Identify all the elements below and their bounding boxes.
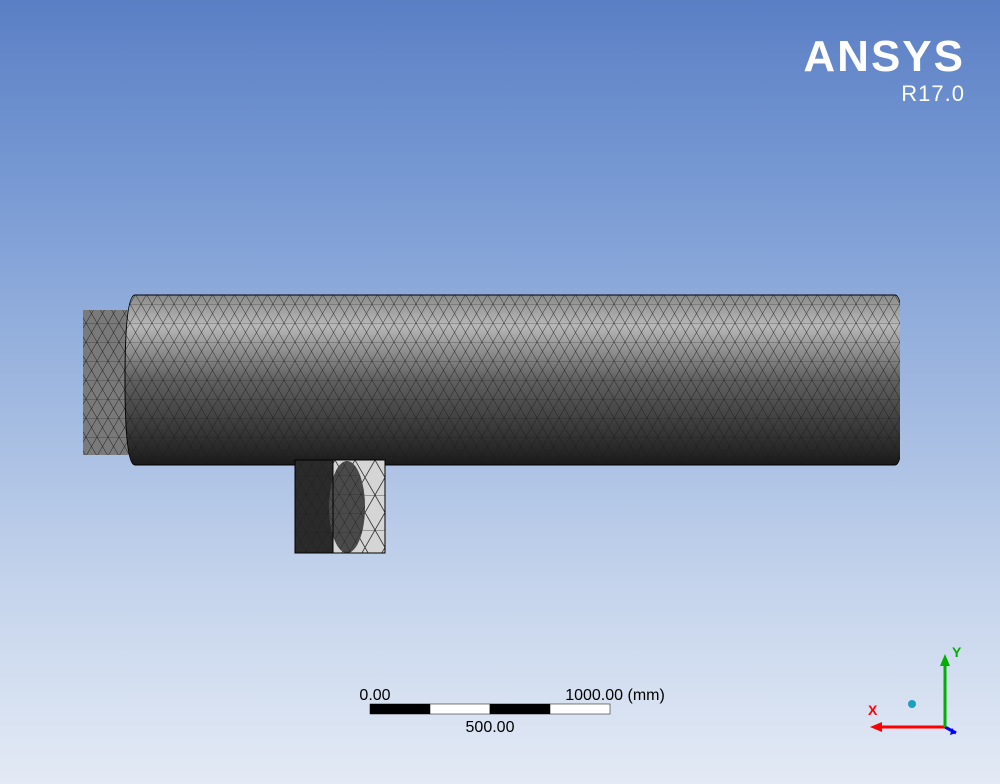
scale-bar: 0.00 1000.00 (mm) 500.00 [320,686,720,746]
branding-area: ANSYS R17.0 [803,35,965,107]
y-arrow [940,654,950,666]
viewport[interactable]: ANSYS R17.0 [0,0,1000,784]
scale-svg: 0.00 1000.00 (mm) 500.00 [320,686,720,741]
y-label: Y [952,644,962,660]
scale-right-label: 1000.00 (mm) [565,687,665,704]
scale-left-label: 0.00 [359,687,390,704]
nozzle [295,460,385,553]
x-label: X [868,702,878,718]
x-arrow [870,722,882,732]
mesh-svg [75,285,900,565]
triad-svg: X Y [860,639,970,749]
scale-mid-label: 500.00 [466,719,515,736]
logo-text: ANSYS [803,35,965,79]
orientation-triad[interactable]: X Y [860,639,970,749]
cylinder-mesh [125,295,900,465]
version-text: R17.0 [803,81,965,107]
origin-dot [908,700,916,708]
model-mesh[interactable] [75,285,900,565]
